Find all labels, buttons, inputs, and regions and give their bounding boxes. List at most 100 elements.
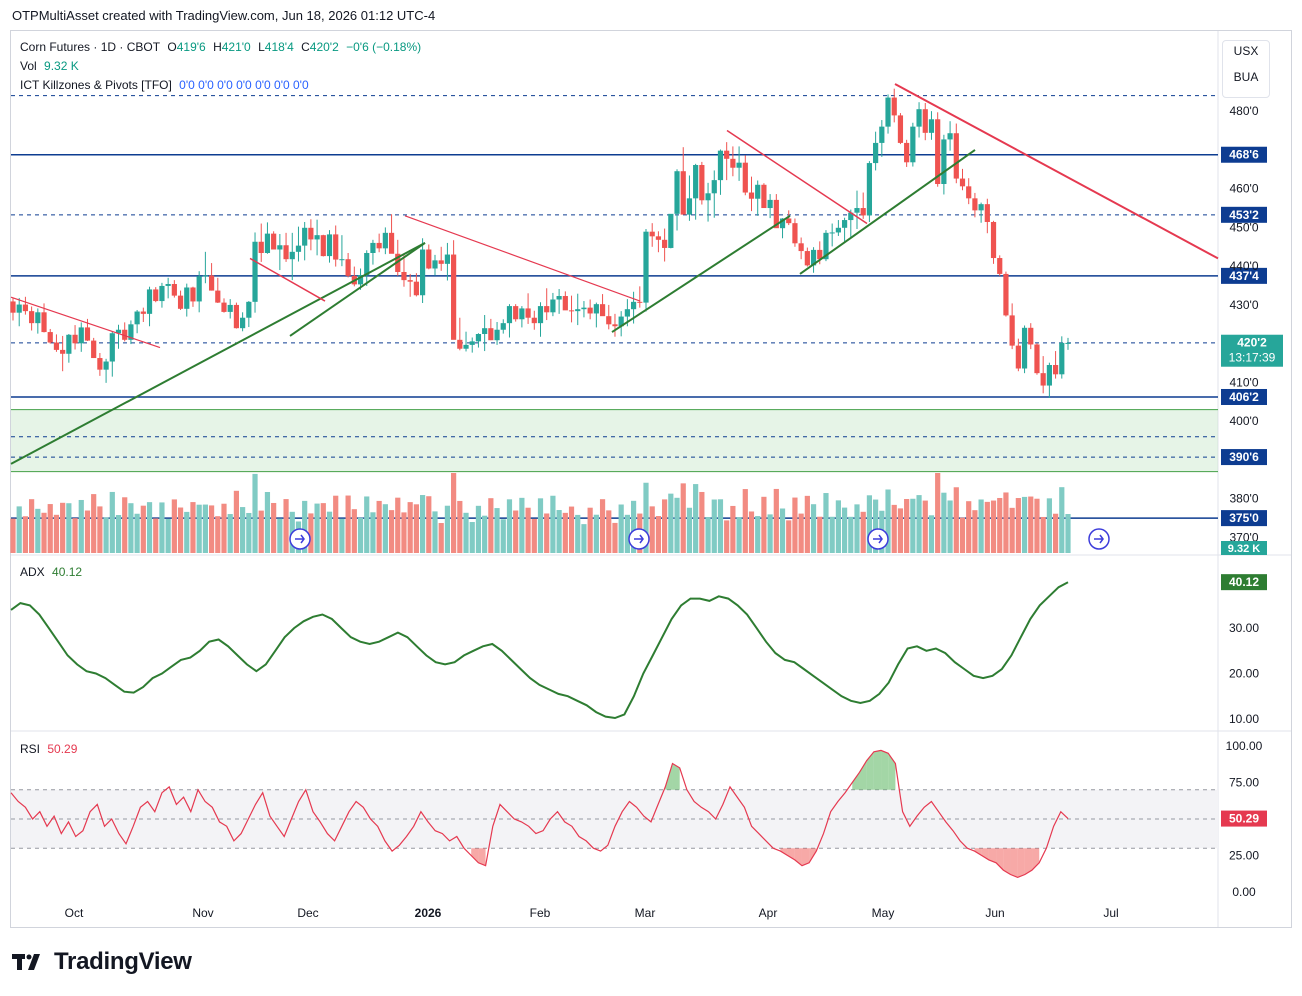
candle-body (320, 235, 326, 257)
candle-body (891, 97, 897, 116)
candle-body (879, 126, 885, 143)
candle-body (531, 317, 537, 324)
unit-bua[interactable]: BUA (1233, 70, 1259, 84)
candle-body (724, 150, 730, 159)
candle-body (873, 142, 879, 164)
candle-body (308, 227, 314, 240)
volume-bar (451, 473, 457, 553)
volume-bar (103, 517, 109, 553)
volume-bar (891, 504, 897, 553)
demand-zone (11, 409, 1218, 472)
candle-body (264, 233, 271, 253)
volume-bar (122, 497, 128, 553)
rsi-oversold-fill (787, 848, 795, 860)
high-value: 421'0 (221, 40, 251, 54)
trendline-resistance (249, 257, 326, 302)
unit-selector[interactable]: USX BUA (1222, 40, 1270, 98)
candle-body (581, 307, 587, 310)
volume-bar (668, 493, 674, 553)
volume-bar (612, 522, 618, 553)
candle-body (345, 259, 351, 276)
tradingview-logo[interactable]: TradingView (12, 948, 192, 976)
volume-bar (804, 495, 810, 553)
candle-body (810, 249, 817, 266)
volume-bar (208, 505, 215, 553)
price-axis-tick: 430'0 (1230, 298, 1259, 312)
candle-body (916, 109, 922, 127)
volume-bar (736, 517, 742, 553)
time-axis-tick: 2026 (415, 906, 442, 920)
volume-bar (519, 497, 525, 553)
candle-body (252, 241, 258, 302)
rsi-oversold-fill (974, 848, 982, 856)
candle-body (755, 184, 761, 199)
trendline-support (10, 242, 426, 465)
candle-body (29, 311, 35, 324)
volume-bar (339, 518, 345, 553)
adx-axis-tick: 30.00 (1229, 621, 1259, 635)
candle-body (662, 239, 668, 248)
candle-body (1015, 345, 1021, 369)
volume-bar (984, 501, 990, 553)
candle-body (779, 218, 786, 229)
candle-body (593, 304, 599, 314)
volume-bar (16, 506, 22, 553)
price-axis-tick: 410'0 (1230, 375, 1259, 389)
volume-bar (134, 513, 140, 553)
volume-bar (959, 517, 966, 553)
volume-bar (990, 500, 997, 553)
level-badge (1221, 146, 1267, 163)
volume-bar (854, 504, 860, 553)
volume-bar (997, 497, 1003, 553)
time-axis-tick: Dec (297, 906, 318, 920)
volume-bar (364, 496, 370, 553)
volume-bar (432, 511, 438, 553)
ict-label[interactable]: ICT Killzones & Pivots [TFO] (20, 78, 172, 92)
volume-bar (91, 494, 97, 553)
candle-body (1021, 327, 1028, 369)
rsi-overbought-fill (672, 763, 680, 790)
rsi-overbought-fill (859, 760, 867, 790)
open-label: O (167, 40, 177, 54)
volume-bar (680, 483, 686, 553)
volume-bar (159, 502, 165, 553)
candle-body (153, 289, 159, 302)
candle-body (388, 232, 395, 254)
candle-body (109, 333, 115, 362)
candle-body (860, 208, 866, 216)
candle-body (357, 275, 364, 285)
volume-bar (302, 500, 308, 553)
volume-bar (140, 505, 146, 553)
volume-bar (755, 516, 761, 553)
candle-body (748, 192, 755, 199)
volume-bar (513, 510, 519, 553)
level-badge (1221, 267, 1267, 284)
volume-bar (848, 516, 854, 553)
candle-body (742, 162, 748, 193)
rsi-oversold-fill (1032, 848, 1040, 871)
volume-bar (1046, 498, 1052, 553)
candle-body (1003, 273, 1009, 316)
volume-bar (165, 518, 171, 553)
candle-body (984, 204, 990, 222)
volume-bar (730, 505, 736, 553)
volume-bar (413, 504, 419, 553)
volume-bar (699, 491, 705, 553)
symbol-name[interactable]: Corn Futures · 1D · CBOT (20, 40, 161, 54)
candle-body (177, 295, 184, 309)
volume-bar (264, 492, 271, 553)
volume-bar (786, 520, 792, 553)
unit-usx[interactable]: USX (1233, 44, 1259, 58)
candle-body (674, 171, 680, 214)
candle-body (444, 254, 451, 264)
volume-bar (128, 503, 134, 553)
candle-body (730, 158, 736, 168)
candle-body (606, 316, 612, 325)
rsi-oversold-fill (478, 848, 486, 866)
level-badge-label: 406'2 (1229, 390, 1259, 404)
candle-body (544, 306, 550, 313)
candle-body (935, 119, 941, 185)
volume-bar (953, 487, 959, 553)
rsi-oversold-fill (1003, 848, 1011, 875)
